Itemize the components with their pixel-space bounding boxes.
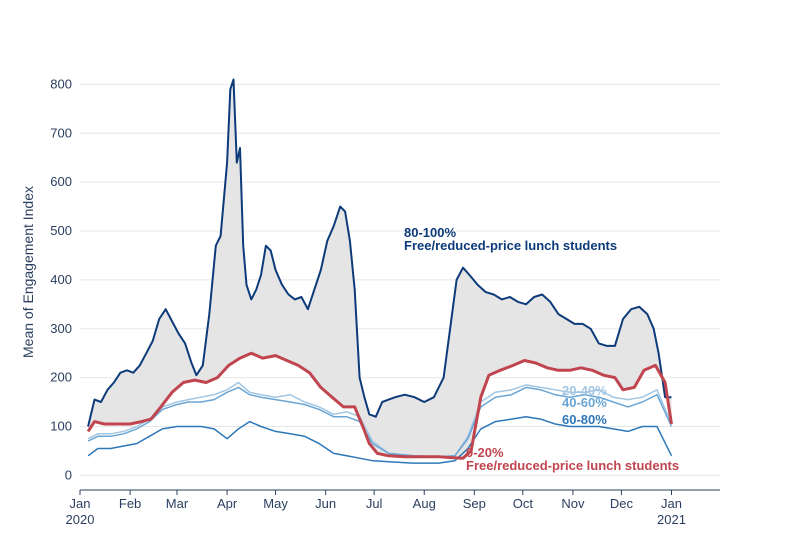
- x-tick-label: Sep: [463, 496, 486, 511]
- annotation-label: 60-80%: [562, 412, 607, 427]
- annotation-label: 80-100%: [404, 225, 456, 240]
- x-tick-label: Nov: [561, 496, 585, 511]
- y-tick-label: 400: [50, 272, 72, 287]
- x-tick-label: Jan: [70, 496, 91, 511]
- y-tick-label: 700: [50, 125, 72, 140]
- x-tick-label: Mar: [166, 496, 189, 511]
- x-tick-label: Jun: [315, 496, 336, 511]
- x-tick-label: Jan: [661, 496, 682, 511]
- annotation-sublabel: Free/reduced-price lunch students: [466, 458, 679, 473]
- x-tick-label: May: [263, 496, 288, 511]
- x-tick-label: Aug: [413, 496, 436, 511]
- series-line-80-100pct: [87, 78, 672, 427]
- series-lines: [86, 78, 673, 464]
- y-tick-label: 200: [50, 370, 72, 385]
- y-tick-label: 800: [50, 76, 72, 91]
- y-tick-label: 100: [50, 418, 72, 433]
- gridlines: 0 100 200 300 400 500 600 700 800: [50, 76, 720, 482]
- x-tick-label: Jul: [366, 496, 383, 511]
- annotation-label: 40-60%: [562, 395, 607, 410]
- annotations: 80-100%Free/reduced-price lunch students…: [404, 225, 679, 473]
- series-line-40-60pct: [87, 386, 673, 458]
- x-tick-year-label: 2021: [657, 512, 686, 527]
- x-tick-year-label: 2020: [66, 512, 95, 527]
- y-tick-label: 300: [50, 321, 72, 336]
- series-line-0-20pct: [86, 351, 673, 460]
- series-line-20-40pct: [87, 381, 673, 458]
- annotation-label: 0-20%: [466, 445, 504, 460]
- y-axis-title: Mean of Engagement Index: [20, 186, 36, 358]
- annotation-sublabel: Free/reduced-price lunch students: [404, 238, 617, 253]
- fill-between-area: [88, 79, 672, 459]
- x-tick-label: Apr: [217, 496, 238, 511]
- x-tick-label: Oct: [513, 496, 534, 511]
- x-tick-label: Dec: [610, 496, 634, 511]
- y-tick-label: 500: [50, 223, 72, 238]
- series-line-60-80pct: [87, 415, 673, 464]
- x-tick-label: Feb: [119, 496, 141, 511]
- shaded-gap-area: [88, 79, 672, 459]
- y-tick-label: 600: [50, 174, 72, 189]
- y-tick-label: 0: [65, 467, 72, 482]
- annotation-label: 20-40%: [562, 383, 607, 398]
